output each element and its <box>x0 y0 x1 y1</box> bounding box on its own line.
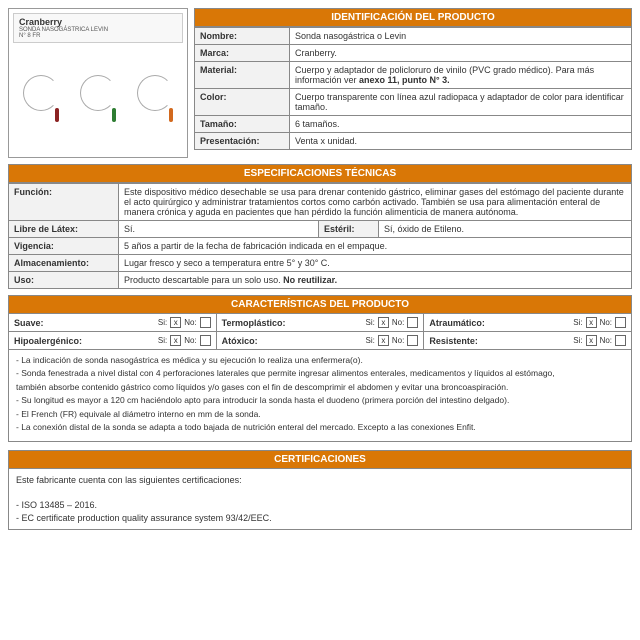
char-label: Hipoalergénico: <box>14 336 152 346</box>
spec-label: Vigencia: <box>9 238 119 255</box>
spec-value: Sí, óxido de Etileno. <box>379 221 632 238</box>
spec-label: Función: <box>9 184 119 221</box>
package-brand: Cranberry <box>19 17 177 27</box>
ident-label: Presentación: <box>195 133 290 150</box>
checkbox-icon <box>407 335 418 346</box>
spec-label: Uso: <box>9 272 119 289</box>
char-cell: Suave: Si:x No: <box>9 314 217 331</box>
package-label: Cranberry SONDA NASOGÁSTRICA LEVIN N° 8 … <box>13 13 183 43</box>
spec-value: Producto descartable para un solo uso. N… <box>119 272 632 289</box>
cert-item: - ISO 13485 – 2016. <box>16 499 624 512</box>
tube-icon <box>78 70 118 130</box>
product-image: Cranberry SONDA NASOGÁSTRICA LEVIN N° 8 … <box>8 8 188 158</box>
cert-header: CERTIFICACIONES <box>8 450 632 469</box>
check-group: Si:x No: <box>158 335 211 346</box>
spec-value: Lugar fresco y seco a temperatura entre … <box>119 255 632 272</box>
note-line: - La conexión distal de la sonda se adap… <box>16 422 624 433</box>
char-cell: Termoplástico: Si:x No: <box>217 314 425 331</box>
cert-section: CERTIFICACIONES Este fabricante cuenta c… <box>8 450 632 530</box>
checkbox-icon: x <box>378 317 389 328</box>
char-label: Atraumático: <box>429 318 567 328</box>
note-line: - El French (FR) equivale al diámetro in… <box>16 409 624 420</box>
ident-label: Nombre: <box>195 28 290 45</box>
check-group: Si:x No: <box>366 335 419 346</box>
char-section: CARACTERÍSTICAS DEL PRODUCTO Suave: Si:x… <box>8 295 632 442</box>
ident-value: Sonda nasogástrica o Levin <box>290 28 632 45</box>
ident-label: Color: <box>195 89 290 116</box>
tube-icon <box>21 70 61 130</box>
char-label: Resistente: <box>429 336 567 346</box>
spec-label: Libre de Látex: <box>9 221 119 238</box>
char-notes: - La indicación de sonda nasogástrica es… <box>8 350 632 442</box>
checkbox-icon: x <box>378 335 389 346</box>
check-group: Si:x No: <box>573 335 626 346</box>
ident-header: IDENTIFICACIÓN DEL PRODUCTO <box>194 8 632 27</box>
cert-item: - EC certificate production quality assu… <box>16 512 624 525</box>
ident-value: Cranberry. <box>290 45 632 62</box>
ident-value: Venta x unidad. <box>290 133 632 150</box>
checkbox-icon <box>407 317 418 328</box>
spec-value: Sí. <box>119 221 319 238</box>
note-line: también absorbe contenido gástrico como … <box>16 382 624 393</box>
check-group: Si:x No: <box>573 317 626 328</box>
checkbox-icon <box>615 317 626 328</box>
cert-intro: Este fabricante cuenta con las siguiente… <box>16 474 624 487</box>
cert-body: Este fabricante cuenta con las siguiente… <box>8 469 632 530</box>
char-label: Termoplástico: <box>222 318 360 328</box>
ident-label: Tamaño: <box>195 116 290 133</box>
char-cell: Hipoalergénico: Si:x No: <box>9 332 217 349</box>
tube-icon <box>135 70 175 130</box>
checkbox-icon: x <box>586 335 597 346</box>
spec-label: Estéril: <box>319 221 379 238</box>
char-row: Suave: Si:x No: Termoplástico: Si:x No: … <box>8 314 632 332</box>
ident-table: Nombre: Sonda nasogástrica o Levin Marca… <box>194 27 632 150</box>
tubes-illustration <box>13 47 183 153</box>
checkbox-icon: x <box>170 317 181 328</box>
note-line: - La indicación de sonda nasogástrica es… <box>16 355 624 366</box>
checkbox-icon: x <box>170 335 181 346</box>
check-group: Si:x No: <box>366 317 419 328</box>
spec-label: Almacenamiento: <box>9 255 119 272</box>
char-label: Atóxico: <box>222 336 360 346</box>
char-label: Suave: <box>14 318 152 328</box>
note-line: - Sonda fenestrada a nivel distal con 4 … <box>16 368 624 379</box>
spec-section: ESPECIFICACIONES TÉCNICAS Función: Este … <box>8 164 632 289</box>
ident-label: Marca: <box>195 45 290 62</box>
checkbox-icon: x <box>586 317 597 328</box>
checkbox-icon <box>200 317 211 328</box>
char-cell: Atraumático: Si:x No: <box>424 314 631 331</box>
checkbox-icon <box>615 335 626 346</box>
spec-value: Este dispositivo médico desechable se us… <box>119 184 632 221</box>
note-line: - Su longitud es mayor a 120 cm haciéndo… <box>16 395 624 406</box>
checkbox-icon <box>200 335 211 346</box>
spec-value: 5 años a partir de la fecha de fabricaci… <box>119 238 632 255</box>
char-cell: Atóxico: Si:x No: <box>217 332 425 349</box>
spec-header: ESPECIFICACIONES TÉCNICAS <box>8 164 632 183</box>
ident-value: Cuerpo y adaptador de policloruro de vin… <box>290 62 632 89</box>
char-header: CARACTERÍSTICAS DEL PRODUCTO <box>8 295 632 314</box>
identification-block: IDENTIFICACIÓN DEL PRODUCTO Nombre: Sond… <box>194 8 632 158</box>
check-group: Si:x No: <box>158 317 211 328</box>
top-row: Cranberry SONDA NASOGÁSTRICA LEVIN N° 8 … <box>8 8 632 158</box>
char-row: Hipoalergénico: Si:x No: Atóxico: Si:x N… <box>8 332 632 350</box>
spec-table: Función: Este dispositivo médico desecha… <box>8 183 632 289</box>
ident-value: Cuerpo transparente con línea azul radio… <box>290 89 632 116</box>
char-cell: Resistente: Si:x No: <box>424 332 631 349</box>
package-sub2: N° 8 FR <box>19 33 177 39</box>
ident-label: Material: <box>195 62 290 89</box>
ident-value: 6 tamaños. <box>290 116 632 133</box>
